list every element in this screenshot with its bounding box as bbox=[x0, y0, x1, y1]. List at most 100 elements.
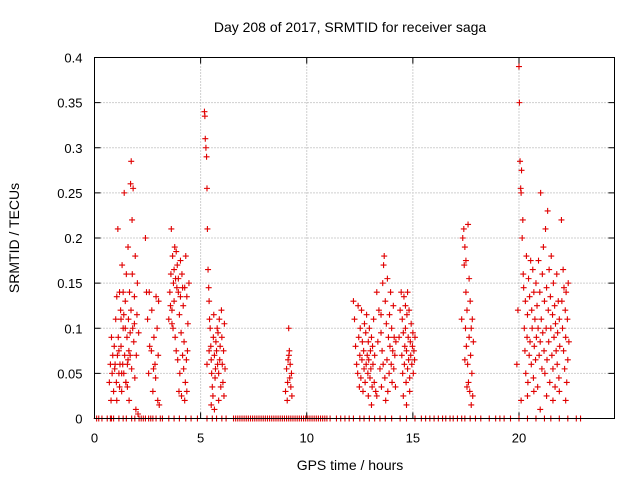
data-point bbox=[126, 289, 133, 296]
data-point bbox=[183, 388, 190, 395]
data-point bbox=[564, 356, 571, 363]
data-point bbox=[538, 316, 545, 323]
data-point bbox=[463, 383, 470, 390]
data-point bbox=[564, 316, 571, 323]
data-point bbox=[154, 397, 161, 404]
data-point bbox=[118, 388, 125, 395]
data-point bbox=[532, 356, 539, 363]
data-point bbox=[527, 338, 534, 345]
data-point bbox=[172, 334, 179, 341]
data-point bbox=[217, 343, 224, 350]
data-point bbox=[209, 383, 216, 390]
data-point bbox=[467, 298, 474, 305]
chart-title: Day 208 of 2017, SRMTID for receiver sag… bbox=[214, 19, 487, 35]
data-point bbox=[554, 329, 561, 336]
data-point bbox=[135, 329, 142, 336]
data-point bbox=[400, 329, 407, 336]
data-point bbox=[543, 284, 550, 291]
x-tick-label: 0 bbox=[91, 431, 98, 446]
data-point bbox=[553, 347, 560, 354]
data-point bbox=[177, 257, 184, 264]
data-point bbox=[392, 338, 399, 345]
data-point bbox=[468, 325, 475, 332]
tick-labels: 0 0.05 0.1 0.15 0.2 0.25 0.3 0.35 0.4 0 5 10 15 20 bbox=[57, 51, 526, 446]
data-point bbox=[375, 307, 382, 314]
data-point bbox=[358, 356, 365, 363]
data-point bbox=[459, 235, 466, 241]
data-point bbox=[133, 352, 140, 359]
data-point bbox=[556, 343, 563, 350]
data-points bbox=[93, 63, 584, 422]
data-point bbox=[462, 289, 469, 296]
data-point bbox=[111, 343, 118, 350]
y-tick-label: 0.05 bbox=[57, 366, 82, 381]
data-point bbox=[114, 225, 121, 232]
data-point bbox=[549, 311, 556, 318]
data-point bbox=[206, 316, 213, 323]
data-point bbox=[565, 338, 572, 345]
data-point bbox=[411, 334, 418, 341]
data-point bbox=[179, 352, 186, 359]
data-point bbox=[531, 316, 538, 323]
data-point bbox=[560, 284, 567, 291]
data-point bbox=[127, 180, 134, 187]
data-point bbox=[148, 307, 155, 314]
y-tick-label: 0.3 bbox=[64, 141, 82, 156]
data-point bbox=[461, 262, 468, 269]
data-point bbox=[212, 374, 219, 381]
data-point bbox=[167, 302, 174, 309]
data-point bbox=[533, 334, 540, 341]
data-point bbox=[183, 356, 190, 363]
data-point bbox=[548, 253, 555, 260]
data-point bbox=[539, 329, 546, 336]
data-point bbox=[553, 271, 560, 278]
data-point bbox=[121, 189, 128, 196]
data-point bbox=[466, 388, 473, 395]
data-point bbox=[214, 325, 221, 332]
data-point bbox=[521, 325, 528, 332]
data-point bbox=[398, 352, 405, 359]
data-point bbox=[404, 365, 411, 372]
data-point bbox=[465, 379, 472, 386]
data-point bbox=[181, 397, 188, 404]
data-point bbox=[400, 392, 407, 399]
data-point bbox=[399, 370, 406, 377]
y-tick-label: 0.2 bbox=[64, 231, 82, 246]
data-point bbox=[531, 343, 538, 350]
data-point bbox=[388, 325, 395, 332]
data-point bbox=[218, 334, 225, 341]
data-point bbox=[363, 311, 370, 318]
data-point bbox=[385, 334, 392, 341]
data-point bbox=[125, 316, 132, 323]
data-point bbox=[126, 397, 133, 404]
data-point bbox=[560, 266, 567, 273]
data-point bbox=[123, 334, 130, 341]
data-point bbox=[549, 397, 556, 404]
data-point bbox=[155, 352, 162, 359]
data-point bbox=[208, 356, 215, 363]
data-point bbox=[365, 338, 372, 345]
data-point bbox=[366, 325, 373, 332]
data-point bbox=[359, 388, 366, 395]
data-point bbox=[384, 275, 391, 282]
data-point bbox=[466, 275, 473, 282]
data-point bbox=[123, 271, 130, 278]
data-point bbox=[173, 347, 180, 354]
data-point bbox=[205, 266, 212, 273]
data-point bbox=[210, 334, 217, 341]
data-point bbox=[530, 388, 537, 395]
data-point bbox=[401, 361, 408, 368]
data-point bbox=[170, 325, 177, 332]
data-point bbox=[127, 329, 134, 336]
data-point bbox=[524, 311, 531, 318]
data-point bbox=[124, 383, 131, 390]
data-point bbox=[115, 334, 122, 341]
data-point bbox=[405, 334, 412, 341]
data-point bbox=[110, 388, 117, 395]
data-point bbox=[111, 365, 118, 372]
data-point bbox=[175, 388, 182, 395]
data-point bbox=[130, 338, 137, 345]
data-point bbox=[181, 338, 188, 345]
data-point bbox=[132, 406, 139, 413]
